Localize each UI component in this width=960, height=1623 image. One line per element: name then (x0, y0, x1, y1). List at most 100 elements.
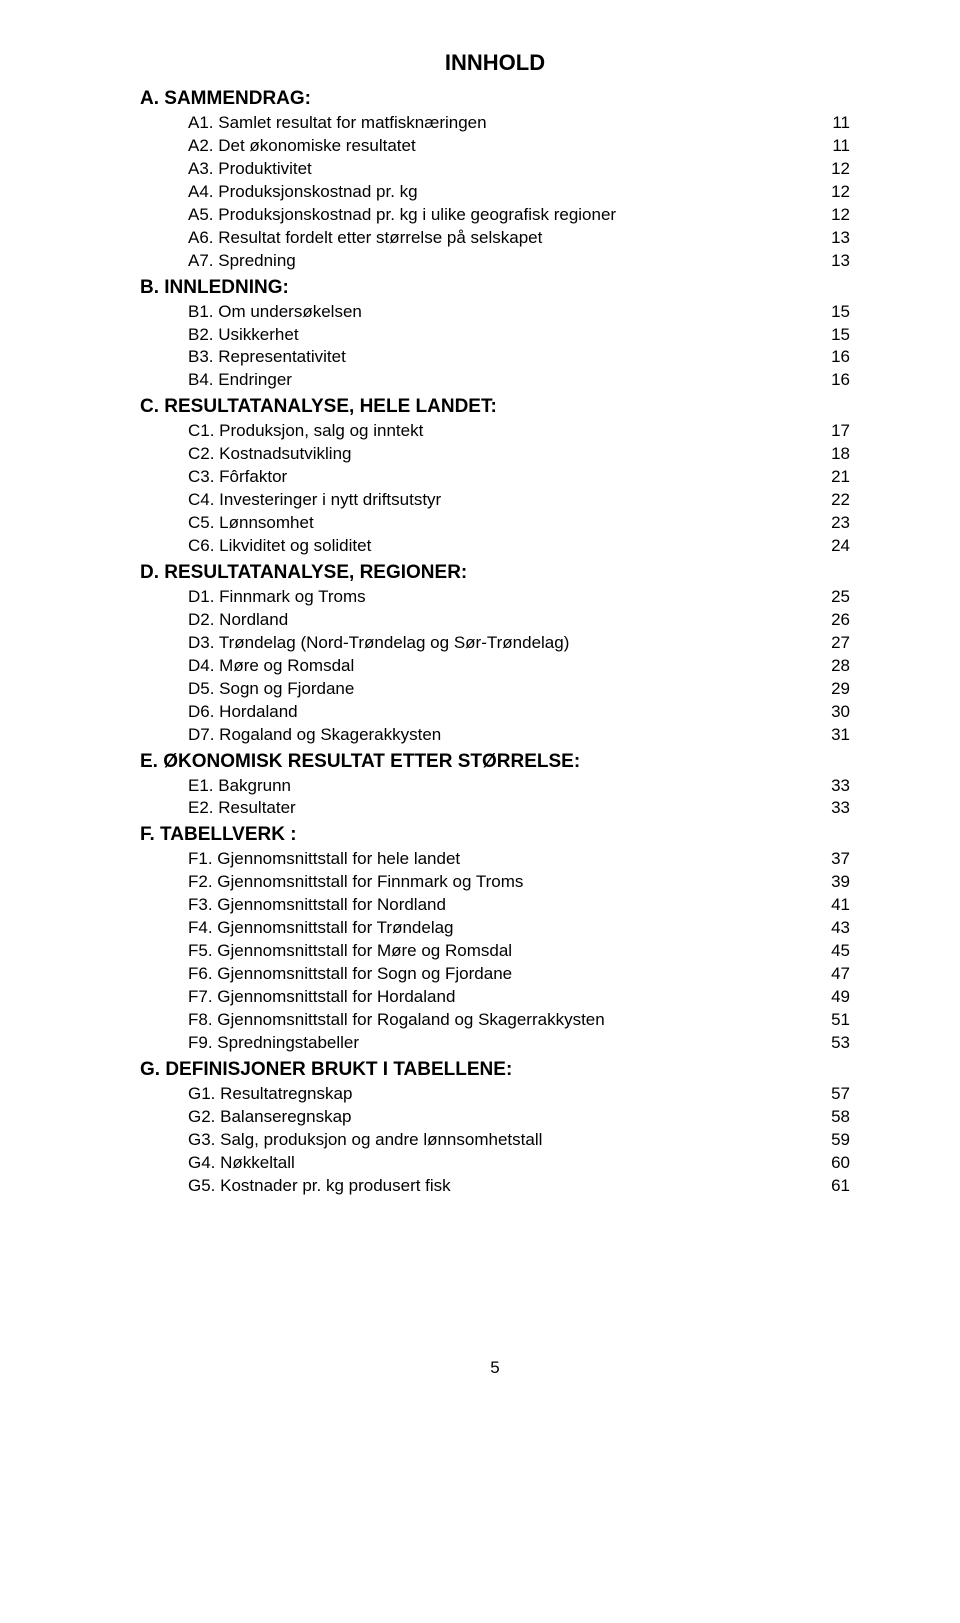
toc-entry-page: 47 (810, 963, 850, 986)
toc-entry-page: 22 (810, 489, 850, 512)
toc-entry-page: 27 (810, 632, 850, 655)
toc-entry-page: 30 (810, 701, 850, 724)
toc-entry-row: D7. Rogaland og Skagerakkysten31 (140, 724, 850, 747)
toc-entry-row: F4. Gjennomsnittstall for Trøndelag43 (140, 917, 850, 940)
toc-entry-row: F3. Gjennomsnittstall for Nordland41 (140, 894, 850, 917)
toc-entry-row: G3. Salg, produksjon og andre lønnsomhet… (140, 1129, 850, 1152)
toc-entry-page: 49 (810, 986, 850, 1009)
toc-section-header: G. DEFINISJONER BRUKT I TABELLENE: (140, 1059, 850, 1081)
toc-entry-label: G4. Nøkkeltall (188, 1152, 810, 1175)
toc-entry-row: C5. Lønnsomhet23 (140, 512, 850, 535)
toc-entry-row: C2. Kostnadsutvikling18 (140, 443, 850, 466)
table-of-contents: A. SAMMENDRAG:A1. Samlet resultat for ma… (140, 88, 850, 1198)
toc-entry-row: A5. Produksjonskostnad pr. kg i ulike ge… (140, 204, 850, 227)
toc-entry-label: D5. Sogn og Fjordane (188, 678, 810, 701)
toc-entry-page: 23 (810, 512, 850, 535)
toc-entry-label: F1. Gjennomsnittstall for hele landet (188, 848, 810, 871)
toc-entry-label: G3. Salg, produksjon og andre lønnsomhet… (188, 1129, 810, 1152)
toc-entry-page: 11 (810, 135, 850, 158)
toc-entry-page: 12 (810, 181, 850, 204)
toc-entry-label: A2. Det økonomiske resultatet (188, 135, 810, 158)
toc-entry-page: 41 (810, 894, 850, 917)
toc-entry-label: A1. Samlet resultat for matfisknæringen (188, 112, 810, 135)
toc-entry-page: 33 (810, 797, 850, 820)
toc-entry-label: A5. Produksjonskostnad pr. kg i ulike ge… (188, 204, 810, 227)
toc-entry-label: F5. Gjennomsnittstall for Møre og Romsda… (188, 940, 810, 963)
toc-entry-page: 24 (810, 535, 850, 558)
toc-entry-label: B3. Representativitet (188, 346, 810, 369)
toc-entry-label: E1. Bakgrunn (188, 775, 810, 798)
toc-entry-label: B1. Om undersøkelsen (188, 301, 810, 324)
toc-entry-page: 59 (810, 1129, 850, 1152)
toc-entry-row: A1. Samlet resultat for matfisknæringen1… (140, 112, 850, 135)
toc-entry-row: G5. Kostnader pr. kg produsert fisk61 (140, 1175, 850, 1198)
toc-entry-row: F2. Gjennomsnittstall for Finnmark og Tr… (140, 871, 850, 894)
toc-entry-page: 18 (810, 443, 850, 466)
toc-entry-row: F1. Gjennomsnittstall for hele landet37 (140, 848, 850, 871)
toc-entry-row: G2. Balanseregnskap58 (140, 1106, 850, 1129)
toc-entry-page: 61 (810, 1175, 850, 1198)
toc-entry-page: 45 (810, 940, 850, 963)
toc-entry-page: 16 (810, 369, 850, 392)
toc-entry-page: 13 (810, 227, 850, 250)
toc-entry-page: 60 (810, 1152, 850, 1175)
toc-entry-row: F9. Spredningstabeller53 (140, 1032, 850, 1055)
toc-entry-row: B2. Usikkerhet15 (140, 324, 850, 347)
toc-entry-row: C6. Likviditet og soliditet24 (140, 535, 850, 558)
toc-entry-label: A3. Produktivitet (188, 158, 810, 181)
toc-entry-page: 51 (810, 1009, 850, 1032)
page-number: 5 (140, 1358, 850, 1378)
toc-entry-page: 39 (810, 871, 850, 894)
toc-section-header: B. INNLEDNING: (140, 277, 850, 299)
toc-entry-row: A7. Spredning13 (140, 250, 850, 273)
toc-entry-label: F4. Gjennomsnittstall for Trøndelag (188, 917, 810, 940)
toc-entry-page: 57 (810, 1083, 850, 1106)
toc-entry-row: B1. Om undersøkelsen15 (140, 301, 850, 324)
toc-entry-page: 43 (810, 917, 850, 940)
toc-entry-page: 17 (810, 420, 850, 443)
toc-entry-row: C3. Fôrfaktor21 (140, 466, 850, 489)
toc-entry-row: D3. Trøndelag (Nord-Trøndelag og Sør-Trø… (140, 632, 850, 655)
toc-entry-label: G2. Balanseregnskap (188, 1106, 810, 1129)
toc-entry-page: 16 (810, 346, 850, 369)
toc-entry-page: 33 (810, 775, 850, 798)
toc-entry-row: D6. Hordaland30 (140, 701, 850, 724)
toc-entry-label: F8. Gjennomsnittstall for Rogaland og Sk… (188, 1009, 810, 1032)
toc-entry-label: C2. Kostnadsutvikling (188, 443, 810, 466)
toc-entry-page: 25 (810, 586, 850, 609)
toc-entry-row: G4. Nøkkeltall60 (140, 1152, 850, 1175)
toc-entry-page: 53 (810, 1032, 850, 1055)
toc-entry-label: B4. Endringer (188, 369, 810, 392)
toc-entry-row: F5. Gjennomsnittstall for Møre og Romsda… (140, 940, 850, 963)
toc-entry-row: G1. Resultatregnskap57 (140, 1083, 850, 1106)
toc-section-header: D. RESULTATANALYSE, REGIONER: (140, 562, 850, 584)
toc-entry-label: D2. Nordland (188, 609, 810, 632)
toc-entry-label: D4. Møre og Romsdal (188, 655, 810, 678)
toc-entry-label: D6. Hordaland (188, 701, 810, 724)
toc-entry-row: A4. Produksjonskostnad pr. kg12 (140, 181, 850, 204)
toc-entry-label: A6. Resultat fordelt etter størrelse på … (188, 227, 810, 250)
toc-entry-row: D1. Finnmark og Troms25 (140, 586, 850, 609)
toc-entry-label: D1. Finnmark og Troms (188, 586, 810, 609)
toc-entry-row: A3. Produktivitet12 (140, 158, 850, 181)
toc-entry-label: D7. Rogaland og Skagerakkysten (188, 724, 810, 747)
toc-entry-row: C1. Produksjon, salg og inntekt17 (140, 420, 850, 443)
toc-entry-page: 58 (810, 1106, 850, 1129)
toc-entry-page: 21 (810, 466, 850, 489)
toc-entry-label: F9. Spredningstabeller (188, 1032, 810, 1055)
toc-entry-row: E1. Bakgrunn33 (140, 775, 850, 798)
toc-entry-row: A2. Det økonomiske resultatet11 (140, 135, 850, 158)
toc-section-header: C. RESULTATANALYSE, HELE LANDET: (140, 396, 850, 418)
toc-entry-label: D3. Trøndelag (Nord-Trøndelag og Sør-Trø… (188, 632, 810, 655)
toc-entry-row: C4. Investeringer i nytt driftsutstyr22 (140, 489, 850, 512)
toc-entry-row: D2. Nordland26 (140, 609, 850, 632)
document-title: INNHOLD (140, 50, 850, 76)
toc-entry-label: C1. Produksjon, salg og inntekt (188, 420, 810, 443)
toc-entry-page: 15 (810, 324, 850, 347)
toc-entry-label: E2. Resultater (188, 797, 810, 820)
toc-entry-label: F2. Gjennomsnittstall for Finnmark og Tr… (188, 871, 810, 894)
toc-entry-row: F8. Gjennomsnittstall for Rogaland og Sk… (140, 1009, 850, 1032)
toc-entry-page: 12 (810, 204, 850, 227)
toc-entry-label: C6. Likviditet og soliditet (188, 535, 810, 558)
toc-entry-row: F7. Gjennomsnittstall for Hordaland49 (140, 986, 850, 1009)
